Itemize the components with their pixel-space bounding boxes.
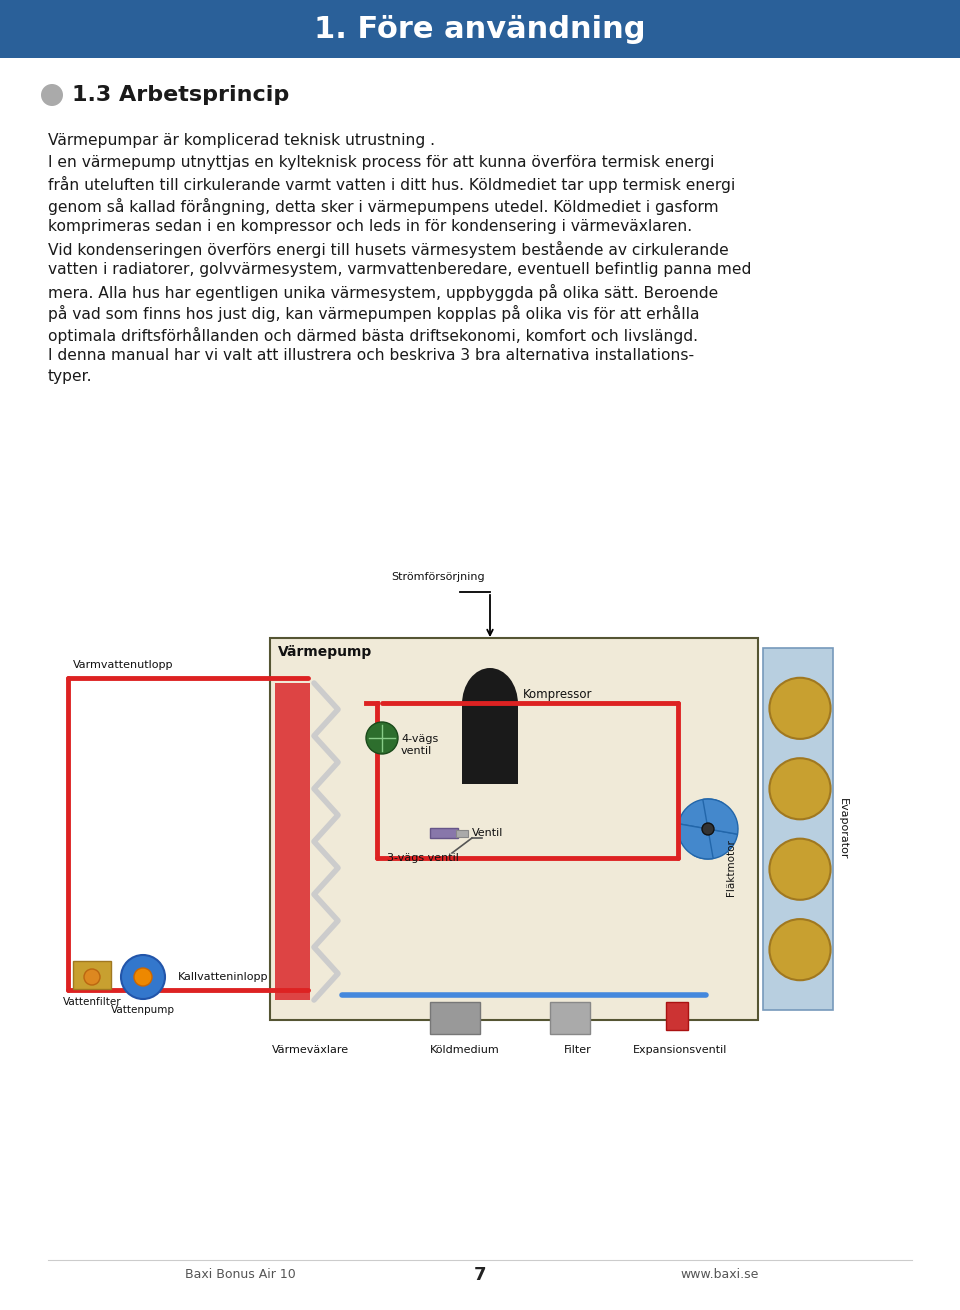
Ellipse shape [462, 668, 518, 740]
Text: Vattenfilter: Vattenfilter [62, 997, 121, 1007]
Text: 1. Före användning: 1. Före användning [314, 14, 646, 43]
Text: genom så kallad förångning, detta sker i värmepumpens utedel. Köldmediet i gasfo: genom så kallad förångning, detta sker i… [48, 198, 719, 215]
Circle shape [769, 758, 830, 819]
Text: 4-vägs
ventil: 4-vägs ventil [401, 734, 439, 756]
Text: 1.3 Arbetsprincip: 1.3 Arbetsprincip [72, 85, 289, 105]
Text: Kompressor: Kompressor [523, 688, 592, 701]
Text: från uteluften till cirkulerande varmt vatten i ditt hus. Köldmediet tar upp ter: från uteluften till cirkulerande varmt v… [48, 176, 735, 193]
Text: mera. Alla hus har egentligen unika värmesystem, uppbyggda på olika sätt. Beroen: mera. Alla hus har egentligen unika värm… [48, 283, 718, 300]
Bar [430, 1002, 480, 1034]
Circle shape [366, 722, 398, 755]
Text: Filter: Filter [564, 1045, 592, 1055]
Bar [462, 705, 518, 783]
Text: vatten i radiatorer, golvvärmesystem, varmvattenberedare, eventuell befintlig pa: vatten i radiatorer, golvvärmesystem, va… [48, 262, 752, 276]
Text: Expansionsventil: Expansionsventil [633, 1045, 727, 1055]
Text: typer.: typer. [48, 369, 92, 385]
Wedge shape [693, 829, 737, 859]
Text: Ventil: Ventil [472, 828, 503, 838]
Bar [430, 828, 458, 838]
Text: Värmeväxlare: Värmeväxlare [272, 1045, 348, 1055]
Text: optimala driftsförhållanden och därmed bästa driftsekonomi, komfort och livsläng: optimala driftsförhållanden och därmed b… [48, 326, 698, 343]
Bar [550, 1002, 590, 1034]
Wedge shape [678, 824, 713, 859]
Circle shape [121, 955, 165, 1000]
Text: Köldmedium: Köldmedium [430, 1045, 500, 1055]
Text: Vid kondenseringen överförs energi till husets värmesystem bestående av cirkuler: Vid kondenseringen överförs energi till … [48, 241, 729, 258]
Text: Fläktmotor: Fläktmotor [726, 838, 736, 896]
Bar [275, 683, 310, 1000]
Circle shape [41, 84, 63, 106]
Circle shape [769, 920, 830, 980]
Text: Varmvattenutlopp: Varmvattenutlopp [73, 660, 174, 669]
Text: Baxi Bonus Air 10: Baxi Bonus Air 10 [184, 1268, 296, 1281]
Circle shape [84, 969, 100, 985]
Text: 3-vägs ventil: 3-vägs ventil [387, 853, 459, 863]
Text: Vattenpump: Vattenpump [111, 1005, 175, 1015]
Bar [456, 831, 468, 837]
Circle shape [702, 823, 714, 834]
Text: www.baxi.se: www.baxi.se [681, 1268, 759, 1281]
Circle shape [769, 838, 830, 900]
Circle shape [769, 677, 830, 739]
Text: I en värmepump utnyttjas en kylteknisk process för att kunna överföra termisk en: I en värmepump utnyttjas en kylteknisk p… [48, 155, 714, 169]
Text: Evaporator: Evaporator [838, 798, 848, 859]
Text: Värmepump: Värmepump [278, 645, 372, 659]
Bar [270, 638, 758, 1020]
Text: Värmepumpar är komplicerad teknisk utrustning .: Värmepumpar är komplicerad teknisk utrus… [48, 134, 435, 148]
Text: I denna manual har vi valt att illustrera och beskriva 3 bra alternativa install: I denna manual har vi valt att illustrer… [48, 348, 694, 363]
Text: på vad som finns hos just dig, kan värmepumpen kopplas på olika vis för att erhå: på vad som finns hos just dig, kan värme… [48, 305, 700, 322]
Bar [763, 648, 833, 1010]
Circle shape [134, 968, 152, 986]
Wedge shape [703, 799, 738, 834]
Bar [0, 0, 960, 58]
Bar [666, 1002, 688, 1030]
Text: Strömförsörjning: Strömförsörjning [392, 572, 485, 582]
Text: komprimeras sedan i en kompressor och leds in för kondensering i värmeväxlaren.: komprimeras sedan i en kompressor och le… [48, 219, 692, 234]
Wedge shape [679, 799, 723, 829]
Text: Kallvatteninlopp: Kallvatteninlopp [178, 972, 269, 982]
Text: 7: 7 [473, 1265, 487, 1284]
Bar [73, 962, 111, 989]
